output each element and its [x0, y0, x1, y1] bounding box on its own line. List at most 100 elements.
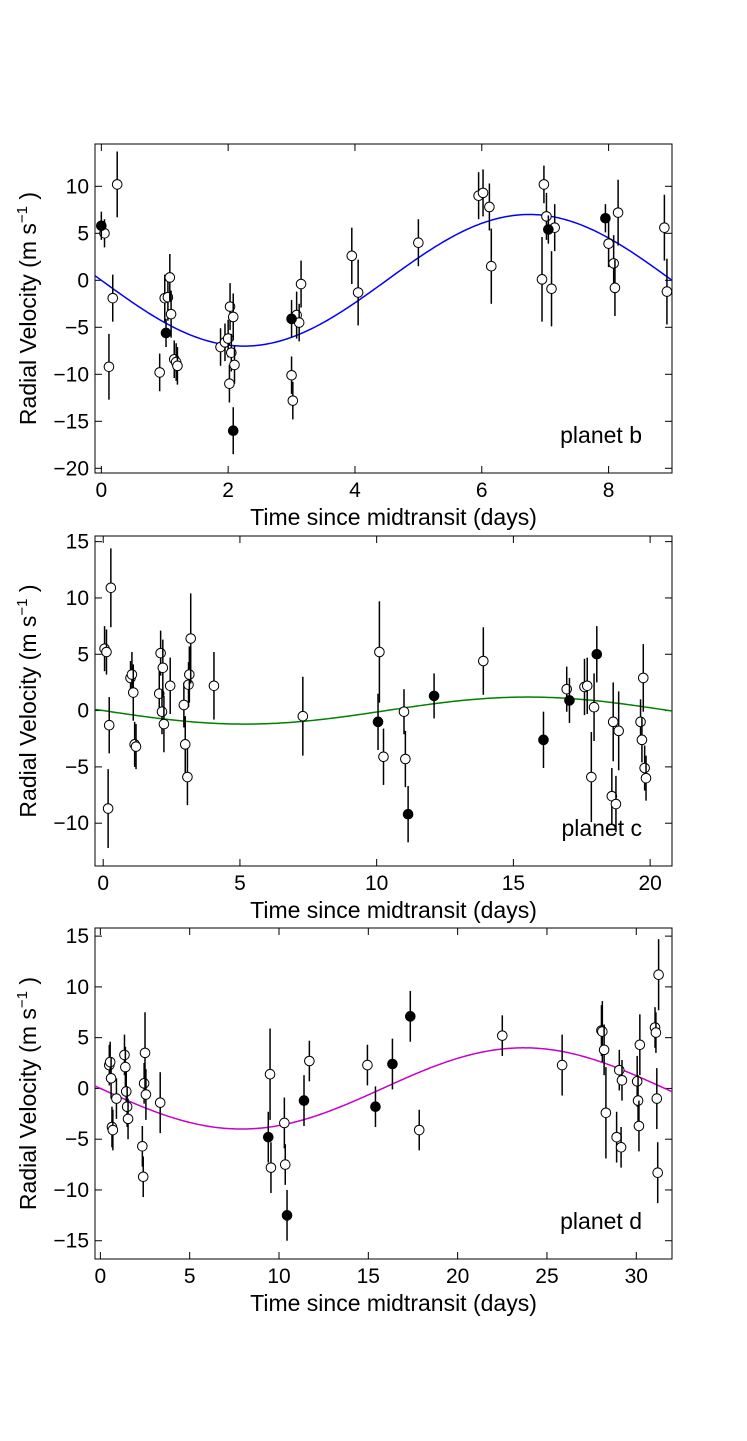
open-data-point	[615, 1142, 627, 1153]
y-tick-label: 10	[66, 175, 89, 198]
open-data-point	[400, 753, 411, 765]
open-data-point	[603, 238, 614, 249]
open-data-point	[264, 1068, 276, 1080]
open-data-point	[165, 308, 177, 320]
x-tick-label: 0	[95, 1265, 107, 1288]
open-data-point	[111, 1093, 122, 1104]
x-tick-label: 20	[446, 1265, 469, 1288]
open-data-point	[119, 1049, 130, 1061]
open-data-point	[362, 1059, 373, 1071]
x-tick-label: 6	[476, 479, 488, 502]
open-data-point	[121, 1101, 133, 1112]
y-tick-label: −20	[53, 457, 89, 480]
y-tick-label: 0	[77, 1077, 89, 1100]
open-data-point	[227, 311, 239, 323]
plot-frame	[94, 927, 673, 1260]
panel-1: 0 2 4 6 8 −20 −15 −10 −5 0 5 10 Time since midtransi…	[14, 143, 673, 530]
filled-data-point	[591, 648, 603, 660]
open-data-point	[157, 662, 169, 674]
open-data-point	[224, 301, 236, 312]
open-data-point	[265, 1162, 277, 1173]
x-tick-label: 0	[95, 479, 107, 502]
y-tick-label: 15	[66, 531, 89, 554]
open-data-point	[413, 1124, 425, 1136]
open-data-point	[156, 706, 168, 717]
filled-data-point	[262, 1131, 274, 1143]
open-data-point	[413, 237, 424, 248]
y-tick-label: −10	[53, 1179, 89, 1202]
open-data-point	[224, 378, 235, 390]
open-data-point	[104, 1056, 116, 1068]
open-data-point	[478, 655, 489, 667]
filled-data-point	[404, 1011, 416, 1022]
open-data-point	[279, 1159, 291, 1170]
open-data-point	[496, 1030, 508, 1041]
model-curve	[95, 696, 672, 725]
open-data-point	[536, 274, 548, 285]
open-data-point	[637, 672, 649, 684]
filled-data-point	[286, 313, 297, 325]
open-data-point	[127, 687, 139, 698]
open-data-point	[178, 699, 190, 711]
x-tick-label: 0	[97, 872, 109, 895]
x-tick-label: 5	[234, 872, 246, 895]
open-data-point	[661, 286, 672, 297]
open-data-point	[158, 718, 170, 730]
y-tick-label: −5	[65, 1128, 89, 1151]
open-data-point	[279, 1117, 290, 1129]
y-tick-label: 5	[77, 643, 89, 666]
open-data-point	[346, 250, 358, 262]
filled-data-point	[564, 695, 575, 706]
filled-data-point	[160, 327, 172, 339]
open-data-point	[640, 772, 652, 784]
model-curve	[95, 1047, 672, 1130]
open-data-point	[140, 1089, 152, 1100]
x-axis-label: Time since midtransit (days)	[250, 1290, 537, 1316]
open-data-point	[185, 633, 197, 644]
filled-data-point	[372, 716, 384, 728]
open-data-point	[635, 716, 646, 728]
open-data-point	[586, 771, 597, 783]
open-data-point	[651, 1093, 663, 1104]
open-data-point	[607, 716, 619, 728]
x-tick-label: 25	[535, 1265, 558, 1288]
plot-frame	[94, 535, 673, 867]
open-data-point	[546, 283, 557, 295]
open-data-point	[297, 710, 309, 722]
open-data-point	[304, 1055, 315, 1067]
y-tick-label: 5	[77, 1027, 89, 1050]
y-tick-label: 0	[77, 269, 89, 292]
open-data-point	[597, 1026, 608, 1037]
open-data-point	[611, 1131, 622, 1143]
open-data-point	[139, 1047, 151, 1059]
open-data-point	[107, 292, 119, 304]
x-tick-label: 10	[365, 872, 388, 895]
open-data-point	[183, 679, 194, 690]
y-tick-label: 5	[77, 222, 89, 245]
open-data-point	[120, 1086, 132, 1097]
filled-data-point	[298, 1095, 310, 1106]
open-data-point	[111, 179, 123, 190]
y-tick-label: −10	[53, 363, 89, 386]
open-data-point	[229, 359, 240, 371]
open-data-point	[155, 647, 166, 659]
filled-data-point	[428, 690, 440, 702]
open-data-point	[632, 1095, 644, 1106]
x-tick-label: 10	[267, 1265, 290, 1288]
filled-data-point	[543, 224, 554, 235]
open-data-point	[105, 1072, 117, 1084]
open-data-point	[600, 1107, 612, 1119]
open-data-point	[105, 582, 117, 594]
open-data-point	[208, 680, 220, 692]
open-data-point	[485, 260, 497, 272]
filled-data-point	[227, 425, 239, 437]
model-curve	[95, 213, 672, 347]
open-data-point	[130, 741, 142, 752]
open-data-point	[398, 706, 410, 717]
open-data-point	[226, 347, 237, 358]
open-data-point	[107, 1124, 119, 1136]
open-data-point	[616, 1075, 628, 1086]
open-data-point	[633, 1120, 645, 1132]
open-data-point	[101, 646, 112, 658]
